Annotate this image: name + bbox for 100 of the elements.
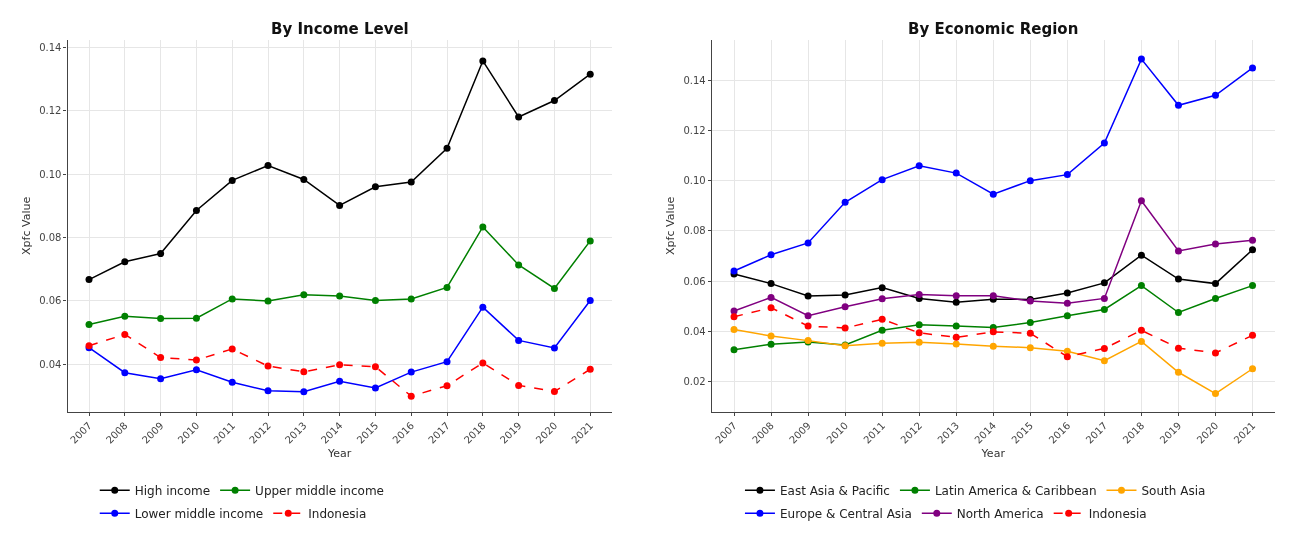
point xyxy=(767,251,775,259)
y-tick-label: 0.10 xyxy=(39,168,62,180)
point xyxy=(952,333,960,341)
point xyxy=(878,326,886,334)
point xyxy=(767,340,775,348)
y-tick-label: 0.14 xyxy=(39,41,62,53)
point xyxy=(804,312,812,320)
point xyxy=(157,354,165,362)
point xyxy=(515,381,523,389)
y-tick-label: 0.08 xyxy=(39,231,62,243)
point xyxy=(915,290,923,298)
point xyxy=(85,321,93,329)
y-tick-label: 0.06 xyxy=(683,275,706,287)
point xyxy=(1100,294,1108,302)
point xyxy=(586,365,594,373)
point xyxy=(952,292,960,300)
point xyxy=(336,201,344,209)
point xyxy=(157,250,165,258)
point xyxy=(157,315,165,323)
point xyxy=(952,322,960,330)
point xyxy=(841,303,849,311)
point xyxy=(192,356,200,364)
point xyxy=(952,340,960,348)
legend-label: North America xyxy=(956,506,1044,521)
point xyxy=(1174,275,1182,283)
point xyxy=(1137,55,1145,63)
legend-label: Upper middle income xyxy=(255,483,384,498)
point xyxy=(443,382,451,390)
point xyxy=(121,330,129,338)
point xyxy=(804,292,812,300)
point xyxy=(767,332,775,340)
point xyxy=(1026,177,1034,185)
legend-label: Lower middle income xyxy=(134,506,264,521)
point xyxy=(550,344,558,352)
point xyxy=(371,384,379,392)
point xyxy=(300,388,308,396)
point xyxy=(407,392,415,400)
point xyxy=(479,303,487,311)
legend-label: Indonesia xyxy=(308,506,367,521)
point xyxy=(336,361,344,369)
point xyxy=(1137,251,1145,259)
point xyxy=(1063,312,1071,320)
point xyxy=(1249,331,1257,339)
point xyxy=(1137,282,1145,290)
legend-label: Indonesia xyxy=(1088,506,1147,521)
point xyxy=(371,363,379,371)
point xyxy=(1174,247,1182,255)
point xyxy=(1211,294,1219,302)
point xyxy=(1137,197,1145,205)
y-tick-label: 0.02 xyxy=(683,376,706,388)
point xyxy=(228,378,236,386)
point xyxy=(85,276,93,284)
point xyxy=(336,292,344,300)
point xyxy=(1137,326,1145,334)
point xyxy=(121,369,129,377)
point xyxy=(878,284,886,292)
point xyxy=(192,314,200,322)
point xyxy=(121,258,129,266)
legend-label: High income xyxy=(134,483,211,498)
legend-label: Latin America & Caribbean xyxy=(934,483,1097,498)
y-tick-label: 0.06 xyxy=(39,295,62,307)
point xyxy=(264,387,272,395)
point xyxy=(878,315,886,323)
point xyxy=(1174,101,1182,109)
point xyxy=(730,326,738,334)
point xyxy=(804,322,812,330)
point xyxy=(878,339,886,347)
point xyxy=(952,169,960,177)
point xyxy=(515,261,523,269)
point xyxy=(300,291,308,299)
point xyxy=(192,206,200,214)
point xyxy=(586,70,594,78)
point xyxy=(300,368,308,376)
point xyxy=(878,176,886,184)
point xyxy=(1026,319,1034,327)
point xyxy=(336,377,344,385)
point xyxy=(915,329,923,337)
point xyxy=(371,183,379,191)
point xyxy=(1211,280,1219,288)
point xyxy=(1100,305,1108,313)
point xyxy=(1100,357,1108,365)
y-tick-label: 0.12 xyxy=(683,124,706,136)
point xyxy=(878,295,886,303)
point xyxy=(1249,64,1257,72)
point xyxy=(192,366,200,374)
point xyxy=(915,338,923,346)
point xyxy=(228,295,236,303)
point xyxy=(1249,365,1257,373)
y-axis-title: Xpfc Value xyxy=(664,196,678,255)
point xyxy=(157,375,165,383)
point xyxy=(1249,246,1257,254)
point xyxy=(407,368,415,376)
y-tick-label: 0.12 xyxy=(39,105,62,117)
point xyxy=(550,387,558,395)
point xyxy=(479,359,487,367)
point xyxy=(1063,171,1071,179)
y-axis-title: Xpfc Value xyxy=(19,196,33,255)
point xyxy=(989,190,997,198)
legend-label: East Asia & Pacific xyxy=(779,483,890,498)
y-tick-label: 0.08 xyxy=(683,225,706,237)
